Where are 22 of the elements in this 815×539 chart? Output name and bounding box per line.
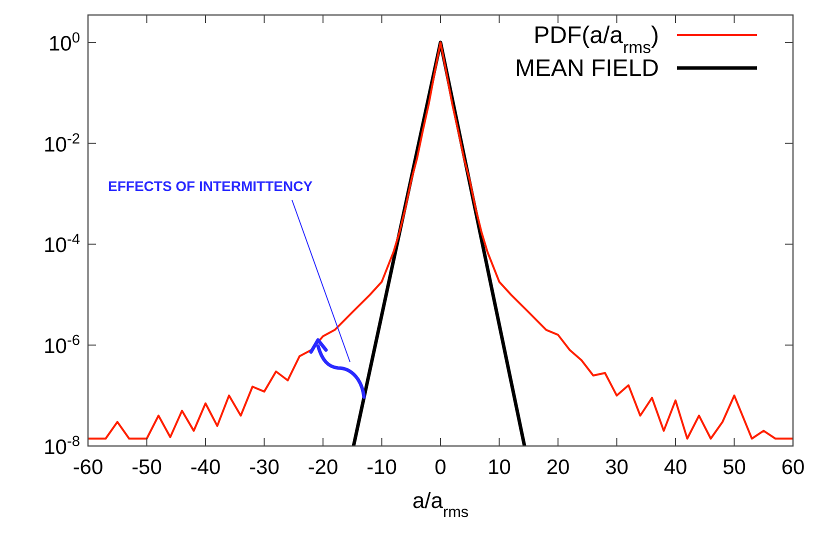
y-tick-label: 10$^{0}$: [48, 30, 80, 56]
x-tick-label: -30: [249, 456, 280, 479]
x-tick-label: -50: [132, 456, 162, 479]
x-tick-label: -10: [366, 456, 397, 479]
x-tick-label: 30: [605, 456, 628, 479]
y-tick-label: 10$^{-4}$: [44, 232, 80, 258]
legend-label: MEAN FIELD: [514, 55, 659, 82]
y-tick-label: 10$^{-6}$: [44, 333, 80, 358]
x-tick-label: 0: [434, 456, 446, 479]
x-axis-title: a/a$_{rms}$: [412, 488, 469, 520]
x-tick-label: 50: [722, 456, 746, 479]
x-tick-label: -20: [308, 456, 338, 479]
y-tick-label: 10$^{-8}$: [44, 434, 80, 459]
legend-label: PDF(a/a$_{rms}$): [534, 22, 659, 56]
annotation: EFFECTS OF INTERMITTENCY: [108, 178, 314, 194]
y-tick-label: 10$^{-2}$: [44, 131, 80, 156]
x-tick-label: 60: [781, 456, 805, 479]
x-tick-label: -40: [190, 456, 221, 479]
x-tick-label: 40: [664, 456, 688, 479]
x-tick-label: 10: [488, 456, 511, 479]
x-tick-label: -60: [72, 456, 104, 479]
x-tick-label: 20: [546, 456, 570, 479]
